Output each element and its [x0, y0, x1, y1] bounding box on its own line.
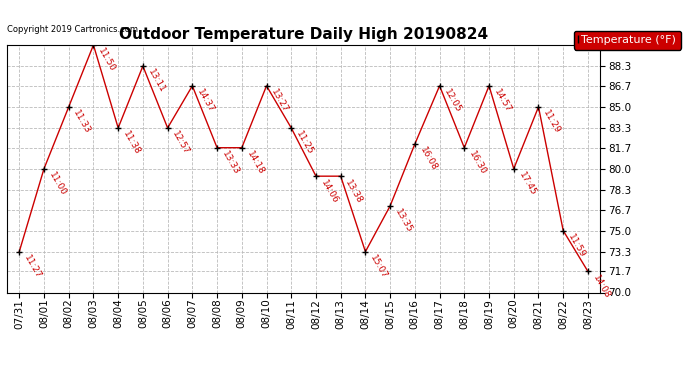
Text: 15:07: 15:07	[368, 254, 389, 280]
Text: 12:57: 12:57	[170, 130, 191, 157]
Title: Outdoor Temperature Daily High 20190824: Outdoor Temperature Daily High 20190824	[119, 27, 488, 42]
Legend: Temperature (°F): Temperature (°F)	[573, 31, 681, 50]
Text: 11:00: 11:00	[47, 171, 68, 198]
Text: 11:50: 11:50	[97, 47, 117, 74]
Text: 14:06: 14:06	[319, 178, 339, 205]
Text: 11:29: 11:29	[542, 109, 562, 135]
Text: 11:33: 11:33	[72, 109, 92, 136]
Text: 11:38: 11:38	[121, 130, 142, 157]
Text: 14:18: 14:18	[245, 150, 266, 176]
Text: 14:37: 14:37	[195, 88, 216, 114]
Text: 13:38: 13:38	[344, 178, 364, 205]
Text: 12:05: 12:05	[442, 88, 463, 114]
Text: 13:11: 13:11	[146, 68, 166, 95]
Text: 13:27: 13:27	[270, 88, 290, 114]
Text: 16:08: 16:08	[418, 146, 439, 173]
Text: 16:30: 16:30	[467, 150, 488, 177]
Text: 11:59: 11:59	[566, 232, 587, 260]
Text: 14:57: 14:57	[492, 88, 513, 114]
Text: 11:25: 11:25	[294, 130, 315, 157]
Text: 14:08: 14:08	[591, 273, 611, 300]
Text: Copyright 2019 Cartronics.com: Copyright 2019 Cartronics.com	[7, 25, 138, 34]
Text: 13:33: 13:33	[220, 150, 241, 177]
Text: 11:27: 11:27	[22, 254, 43, 280]
Text: 17:45: 17:45	[517, 171, 538, 197]
Text: 13:35: 13:35	[393, 208, 414, 235]
